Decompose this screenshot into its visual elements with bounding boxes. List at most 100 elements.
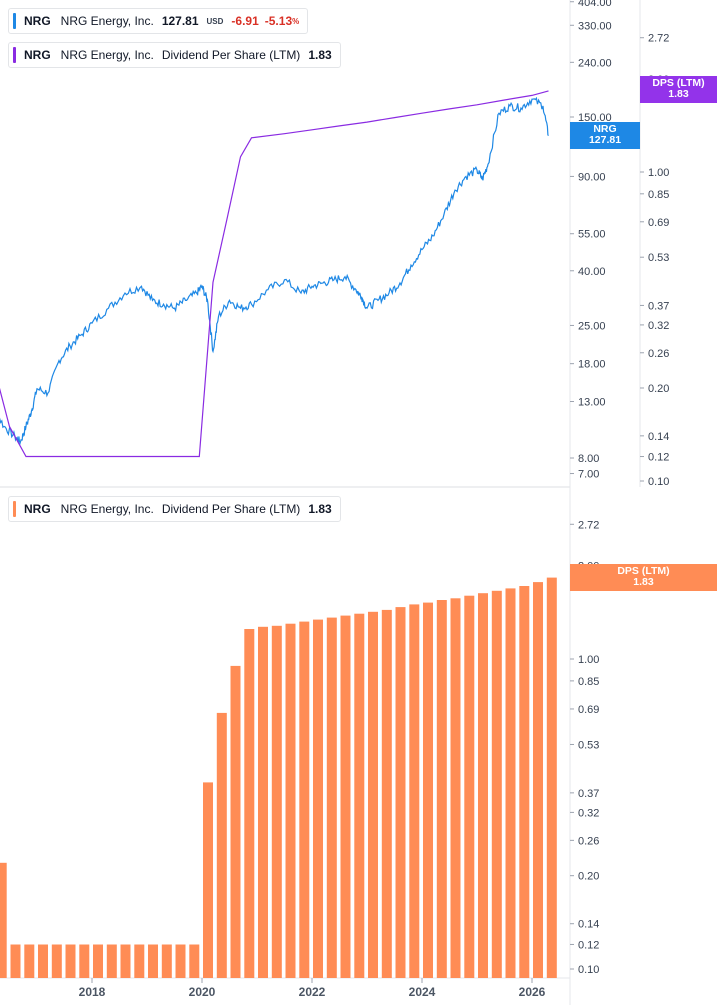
dps-bottom-tag-label: DPS (LTM)	[617, 565, 670, 577]
price-legend-ticker: NRG	[24, 14, 51, 28]
dps-bar	[395, 607, 406, 978]
dps-bar	[340, 615, 351, 978]
dps-bar	[381, 609, 392, 978]
dps-bar	[79, 944, 90, 978]
dps-top-tick-label: 0.53	[648, 252, 669, 264]
price-tick-label: 7.00	[578, 469, 599, 481]
dps-bottom-legend[interactable]: NRG NRG Energy, Inc. Dividend Per Share …	[8, 496, 341, 522]
dps-bar	[203, 782, 213, 978]
price-tick-label: 330.00	[578, 20, 612, 32]
dps-bottom-tick-label: 0.69	[578, 704, 599, 716]
dps-bar	[271, 625, 282, 978]
price-legend-swatch	[13, 13, 16, 29]
dps-bar	[313, 619, 323, 978]
dps-bar	[244, 629, 255, 978]
x-tick-label: 2022	[299, 985, 326, 999]
price-tick-label: 25.00	[578, 320, 606, 332]
dps-bottom-tick-label: 0.85	[578, 676, 599, 688]
x-tick-label: 2024	[409, 985, 436, 999]
dps-top-tick-label: 0.14	[648, 431, 669, 443]
dps-top-legend-metric: Dividend Per Share (LTM)	[161, 48, 301, 62]
price-tick-label: 150.00	[578, 112, 612, 124]
dps-bar	[106, 944, 117, 978]
dps-top-tag-value: 1.83	[668, 88, 689, 100]
price-tick-label: 55.00	[578, 229, 606, 241]
dps-bar	[0, 862, 7, 978]
nrg-price-line	[0, 96, 549, 446]
dps-top-tick-label: 2.72	[648, 33, 669, 45]
x-tick-label: 2020	[189, 985, 216, 999]
dps-top-legend-ticker: NRG	[24, 48, 51, 62]
dps-bottom-tick-label: 2.72	[578, 519, 599, 531]
dps-bar	[491, 590, 502, 978]
x-tick-label: 2026	[519, 985, 546, 999]
dps-top-tick-label: 0.32	[648, 320, 669, 332]
dps-bar	[161, 944, 172, 978]
price-legend-change-pct: -5.13	[264, 14, 293, 28]
price-tick-label: 40.00	[578, 266, 606, 278]
price-legend-change: -6.91	[231, 14, 259, 28]
dps-bar	[533, 582, 543, 978]
dps-bar	[258, 626, 268, 978]
dps-bar	[409, 604, 420, 978]
dps-top-tick-label: 1.00	[648, 167, 669, 179]
dps-bar	[354, 613, 365, 978]
dps-bottom-legend-value: 1.83	[308, 502, 332, 516]
plot-layer	[0, 90, 557, 978]
dps-bar	[285, 623, 296, 978]
nrg-price-tag: NRG 127.81	[570, 122, 640, 149]
x-tick-label: 2018	[79, 985, 106, 999]
dps-bottom-tick-label: 0.12	[578, 939, 599, 951]
dps-top-legend-swatch	[13, 47, 16, 63]
dps-bar	[546, 577, 557, 978]
dps-top-tag: DPS (LTM) 1.83	[640, 76, 717, 103]
dps-bottom-tick-label: 0.53	[578, 739, 599, 751]
dps-bar	[10, 944, 21, 978]
dps-bottom-tick-label: 0.32	[578, 807, 599, 819]
dps-top-legend-name: NRG Energy, Inc.	[60, 48, 154, 62]
price-legend[interactable]: NRG NRG Energy, Inc. 127.81 USD -6.91 -5…	[8, 8, 309, 34]
dps-bar	[436, 600, 447, 978]
price-tick-label: 8.00	[578, 453, 599, 465]
dps-bottom-tick-label: 1.00	[578, 654, 599, 666]
dps-top-tick-label: 0.37	[648, 300, 669, 312]
dps-bar	[368, 611, 378, 978]
dps-bar	[189, 944, 200, 978]
dps-bottom-tag: DPS (LTM) 1.83	[570, 564, 717, 591]
price-tick-label: 13.00	[578, 397, 606, 409]
price-tick-label: 18.00	[578, 359, 606, 371]
dps-top-tag-label: DPS (LTM)	[652, 77, 705, 89]
dps-bottom-legend-metric: Dividend Per Share (LTM)	[161, 502, 301, 516]
dps-top-tick-label: 0.12	[648, 452, 669, 464]
price-tick-label: 240.00	[578, 57, 612, 69]
dps-bar	[148, 944, 158, 978]
dps-top-tick-label: 0.69	[648, 217, 669, 229]
dps-bar	[175, 944, 186, 978]
dps-bar	[134, 944, 145, 978]
price-legend-pct-sign: %	[292, 16, 300, 26]
dps-bar	[326, 617, 337, 978]
dps-bottom-tick-label: 0.26	[578, 835, 599, 847]
dps-bar	[423, 602, 433, 978]
dps-bar	[216, 712, 227, 978]
dps-bar	[93, 944, 103, 978]
price-legend-name: NRG Energy, Inc.	[60, 14, 154, 28]
dps-top-tick-label: 0.10	[648, 476, 669, 488]
price-legend-currency: USD	[206, 16, 224, 26]
price-tick-label: 404.00	[578, 0, 612, 9]
dps-top-tick-label: 0.26	[648, 348, 669, 360]
dps-bar	[65, 944, 76, 978]
dps-bar	[24, 944, 35, 978]
dps-bar	[120, 944, 131, 978]
nrg-price-tag-ticker: NRG	[593, 123, 617, 135]
dps-bar	[519, 586, 530, 978]
dps-ltm-line	[0, 90, 549, 458]
dps-bottom-tick-label: 0.37	[578, 788, 599, 800]
dps-top-legend-value: 1.83	[308, 48, 332, 62]
dps-bar	[230, 665, 241, 978]
dps-top-tick-label: 0.85	[648, 189, 669, 201]
dps-bar	[464, 595, 475, 978]
dps-bar	[450, 598, 461, 978]
dps-top-legend[interactable]: NRG NRG Energy, Inc. Dividend Per Share …	[8, 42, 341, 68]
